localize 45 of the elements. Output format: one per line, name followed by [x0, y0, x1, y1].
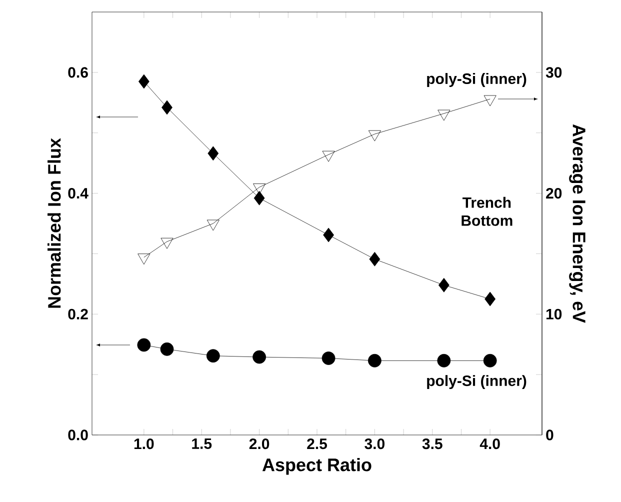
- point: [369, 252, 380, 266]
- y-axis-title: Normalized Ion Flux: [48, 138, 61, 308]
- point: [137, 338, 151, 352]
- point: [484, 292, 496, 306]
- y-tick-label: 0.2: [68, 308, 88, 320]
- point: [206, 220, 220, 231]
- y-tick-label: 0.6: [68, 67, 88, 78]
- point: [323, 228, 334, 242]
- point: [138, 254, 150, 265]
- point: [438, 278, 450, 292]
- x-axis-title: Aspect Ratio: [262, 458, 372, 475]
- y2-tick-label: 10: [546, 308, 562, 320]
- y-tick-label: 0.0: [68, 430, 88, 440]
- x-tick-label: 3.5: [422, 438, 442, 450]
- annotation: Trench Bottom: [462, 196, 512, 226]
- x-tick-label: 3.0: [364, 438, 384, 450]
- point: [322, 150, 335, 162]
- point: [254, 190, 265, 206]
- point: [368, 130, 381, 142]
- x-tick-label: 2.5: [307, 438, 328, 450]
- point: [322, 352, 336, 365]
- x-tick-label: 2.0: [249, 438, 270, 450]
- annotation: poly-Si (inner): [427, 73, 526, 88]
- point: [253, 184, 266, 194]
- y-tick-label: 0.4: [68, 188, 88, 199]
- x-tick-label: 1.0: [134, 438, 154, 450]
- point: [484, 95, 496, 106]
- point: [206, 349, 220, 363]
- point: [160, 342, 174, 356]
- point: [160, 238, 174, 249]
- point: [162, 100, 172, 115]
- y2-axis-title: Average Ion Energy, eV: [569, 124, 586, 323]
- point: [368, 354, 382, 368]
- annotation: poly-Si (inner): [427, 375, 526, 390]
- y2-tick-label: 0: [546, 430, 554, 440]
- point: [437, 354, 451, 368]
- point: [483, 354, 497, 368]
- point: [252, 350, 266, 364]
- y2-tick-label: 20: [546, 188, 562, 199]
- y2-tick-label: 30: [546, 67, 562, 78]
- point: [208, 146, 219, 161]
- point: [138, 74, 150, 89]
- point: [438, 110, 450, 121]
- x-tick-label: 1.5: [192, 438, 212, 449]
- x-tick-label: 4.0: [480, 438, 500, 450]
